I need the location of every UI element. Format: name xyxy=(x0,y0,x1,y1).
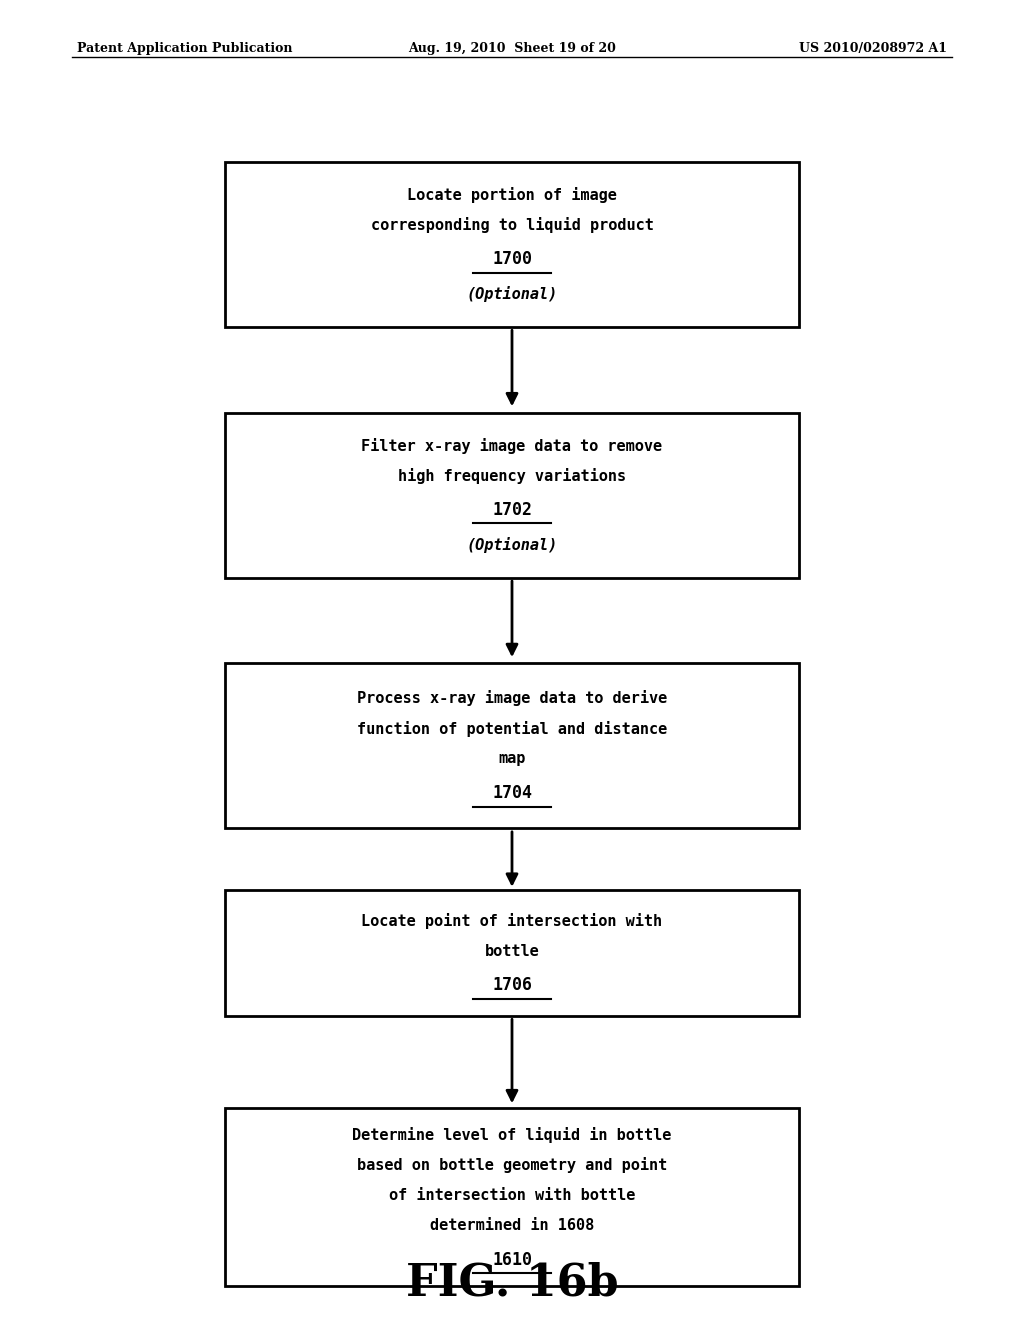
Text: FIG. 16b: FIG. 16b xyxy=(406,1262,618,1304)
Text: based on bottle geometry and point: based on bottle geometry and point xyxy=(357,1156,667,1173)
Text: Patent Application Publication: Patent Application Publication xyxy=(77,42,292,55)
Text: 1702: 1702 xyxy=(492,502,532,519)
Text: of intersection with bottle: of intersection with bottle xyxy=(389,1188,635,1203)
Text: Locate point of intersection with: Locate point of intersection with xyxy=(361,912,663,929)
Text: Process x-ray image data to derive: Process x-ray image data to derive xyxy=(357,690,667,706)
Text: Determine level of liquid in bottle: Determine level of liquid in bottle xyxy=(352,1126,672,1143)
Bar xyxy=(225,412,799,578)
Text: 1706: 1706 xyxy=(492,977,532,994)
Text: 1610: 1610 xyxy=(492,1251,532,1269)
Text: determined in 1608: determined in 1608 xyxy=(430,1218,594,1233)
Text: Locate portion of image: Locate portion of image xyxy=(408,186,616,203)
Text: high frequency variations: high frequency variations xyxy=(398,467,626,484)
Bar xyxy=(225,162,799,327)
Text: 1700: 1700 xyxy=(492,251,532,268)
Bar xyxy=(225,890,799,1016)
Text: 1704: 1704 xyxy=(492,784,532,803)
Bar xyxy=(225,663,799,829)
Bar xyxy=(225,1109,799,1286)
Text: map: map xyxy=(499,751,525,767)
Text: US 2010/0208972 A1: US 2010/0208972 A1 xyxy=(799,42,947,55)
Text: corresponding to liquid product: corresponding to liquid product xyxy=(371,216,653,234)
Text: Filter x-ray image data to remove: Filter x-ray image data to remove xyxy=(361,437,663,454)
Text: function of potential and distance: function of potential and distance xyxy=(357,721,667,737)
Text: (Optional): (Optional) xyxy=(466,536,558,553)
Text: bottle: bottle xyxy=(484,944,540,958)
Text: Aug. 19, 2010  Sheet 19 of 20: Aug. 19, 2010 Sheet 19 of 20 xyxy=(408,42,616,55)
Text: (Optional): (Optional) xyxy=(466,285,558,302)
